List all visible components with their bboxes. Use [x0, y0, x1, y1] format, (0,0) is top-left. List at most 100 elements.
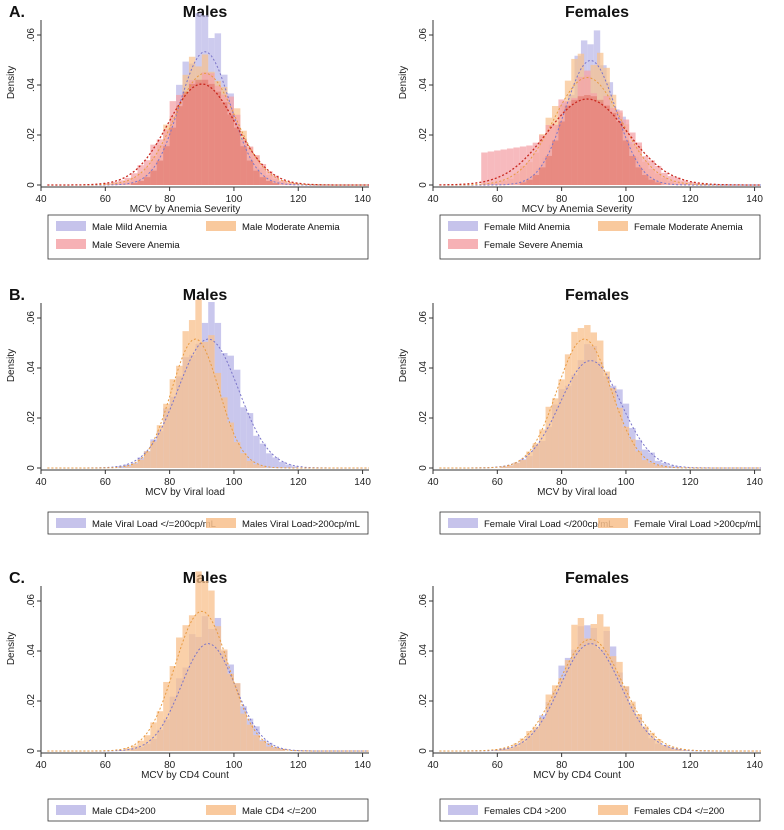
x-tick-label: 40 — [427, 477, 439, 488]
histogram-bar — [648, 463, 655, 468]
legend-label: Female Severe Anemia — [484, 240, 583, 251]
x-tick-label: 80 — [164, 477, 176, 488]
y-tick-label: 0 — [418, 182, 429, 188]
legend-label: Male Mild Anemia — [92, 222, 168, 233]
overlap-bar — [176, 106, 183, 185]
overlap-bars — [131, 79, 279, 185]
histogram-bar — [526, 451, 533, 468]
density-curve — [47, 610, 369, 752]
legend-swatch — [206, 518, 236, 528]
histogram-bar — [597, 340, 604, 468]
histogram-bar — [622, 686, 630, 751]
histogram-bar — [259, 741, 267, 751]
histogram-bar — [622, 426, 630, 468]
histogram-bar — [654, 739, 662, 751]
overlap-bar — [654, 182, 662, 185]
histogram-bar — [506, 747, 514, 751]
legend-label: Male Severe Anemia — [92, 240, 180, 251]
histogram-bar — [693, 183, 700, 185]
histogram-bar — [667, 747, 675, 751]
histogram-bar — [131, 463, 138, 468]
x-tick-label: 140 — [746, 760, 763, 771]
overlap-bar — [564, 105, 572, 185]
legend-swatch — [448, 239, 478, 249]
histogram-bar — [519, 738, 527, 751]
histogram-bar — [603, 626, 610, 751]
histogram-bar — [661, 466, 668, 468]
y-tick-label: .04 — [26, 644, 37, 658]
histogram-bar — [513, 743, 520, 751]
histogram-bar — [635, 451, 643, 468]
histogram-bar — [253, 464, 260, 468]
density-curve — [439, 59, 761, 186]
histogram-bar — [494, 150, 501, 185]
x-tick-label: 140 — [354, 194, 371, 205]
legend-label: Female Moderate Anemia — [634, 222, 743, 233]
histogram-bar — [124, 466, 132, 468]
histogram-bar — [227, 355, 234, 468]
histogram-bar — [642, 449, 649, 468]
overlap-bar — [597, 99, 604, 185]
overlap-bar — [208, 83, 215, 185]
y-tick-label: .06 — [418, 594, 429, 608]
legend-swatch — [56, 239, 86, 249]
histogram-bar — [291, 466, 299, 468]
legend: Female Viral Load </200cp/mL Female Viral… — [439, 511, 761, 535]
x-tick-label: 100 — [226, 194, 243, 205]
histogram-bar — [150, 441, 157, 468]
histogram-bar — [278, 749, 286, 751]
overlap-bar — [590, 96, 597, 185]
histogram-bar — [188, 320, 196, 468]
histogram-bar — [272, 457, 279, 468]
histogram-bar — [667, 465, 675, 468]
panel-letter: B. — [9, 287, 25, 304]
histogram-bar — [227, 422, 234, 468]
histogram-bar — [169, 666, 177, 751]
histogram-bar — [545, 406, 552, 468]
y-tick-label: 0 — [26, 465, 37, 471]
overlap-bar — [272, 183, 279, 185]
histogram-bar — [674, 177, 681, 185]
x-tick-label: 40 — [35, 477, 47, 488]
histogram-bar — [577, 617, 585, 751]
histogram-bar — [221, 397, 228, 468]
histogram-bar — [487, 151, 495, 185]
histogram-bar — [272, 175, 279, 185]
histogram-bar — [208, 335, 215, 468]
series-bars — [494, 614, 688, 751]
panel-letter: A. — [9, 4, 25, 21]
x-tick-label: 60 — [100, 194, 112, 205]
x-axis-label: MCV by Viral load — [537, 487, 617, 498]
overlap-bar — [253, 170, 260, 185]
histogram-bar — [590, 332, 597, 468]
overlap-bar — [195, 79, 202, 185]
histogram-bar — [233, 369, 241, 468]
overlap-bar — [577, 96, 585, 185]
histogram-bar — [227, 673, 234, 751]
x-axis-label: MCV by Anemia Severity — [130, 204, 241, 215]
histogram-bar — [240, 713, 247, 751]
histogram-bar — [111, 181, 119, 185]
legend: Male Mild Anemia Male Moderate Anemia Male… — [47, 214, 369, 260]
overlap-bar — [150, 170, 157, 185]
histogram-bar — [481, 152, 488, 185]
overlap-bar — [629, 155, 636, 185]
histogram-bar — [182, 331, 189, 468]
chart-title: Females — [565, 4, 629, 21]
histogram-bar — [654, 465, 662, 468]
histogram-bar — [266, 746, 273, 751]
histogram-bar — [143, 451, 151, 468]
overlap-bar — [571, 99, 578, 185]
histogram-bar — [169, 379, 177, 468]
panel-letter: C. — [9, 570, 25, 587]
histogram-bar — [609, 387, 617, 468]
histogram-bar — [246, 724, 254, 751]
chart-title: Males — [183, 570, 228, 587]
density-curve — [439, 638, 761, 752]
x-tick-label: 120 — [290, 194, 307, 205]
legend-label: Male Moderate Anemia — [242, 222, 340, 233]
density-curve — [439, 76, 761, 186]
histogram-bar — [642, 156, 649, 185]
x-tick-label: 140 — [354, 760, 371, 771]
